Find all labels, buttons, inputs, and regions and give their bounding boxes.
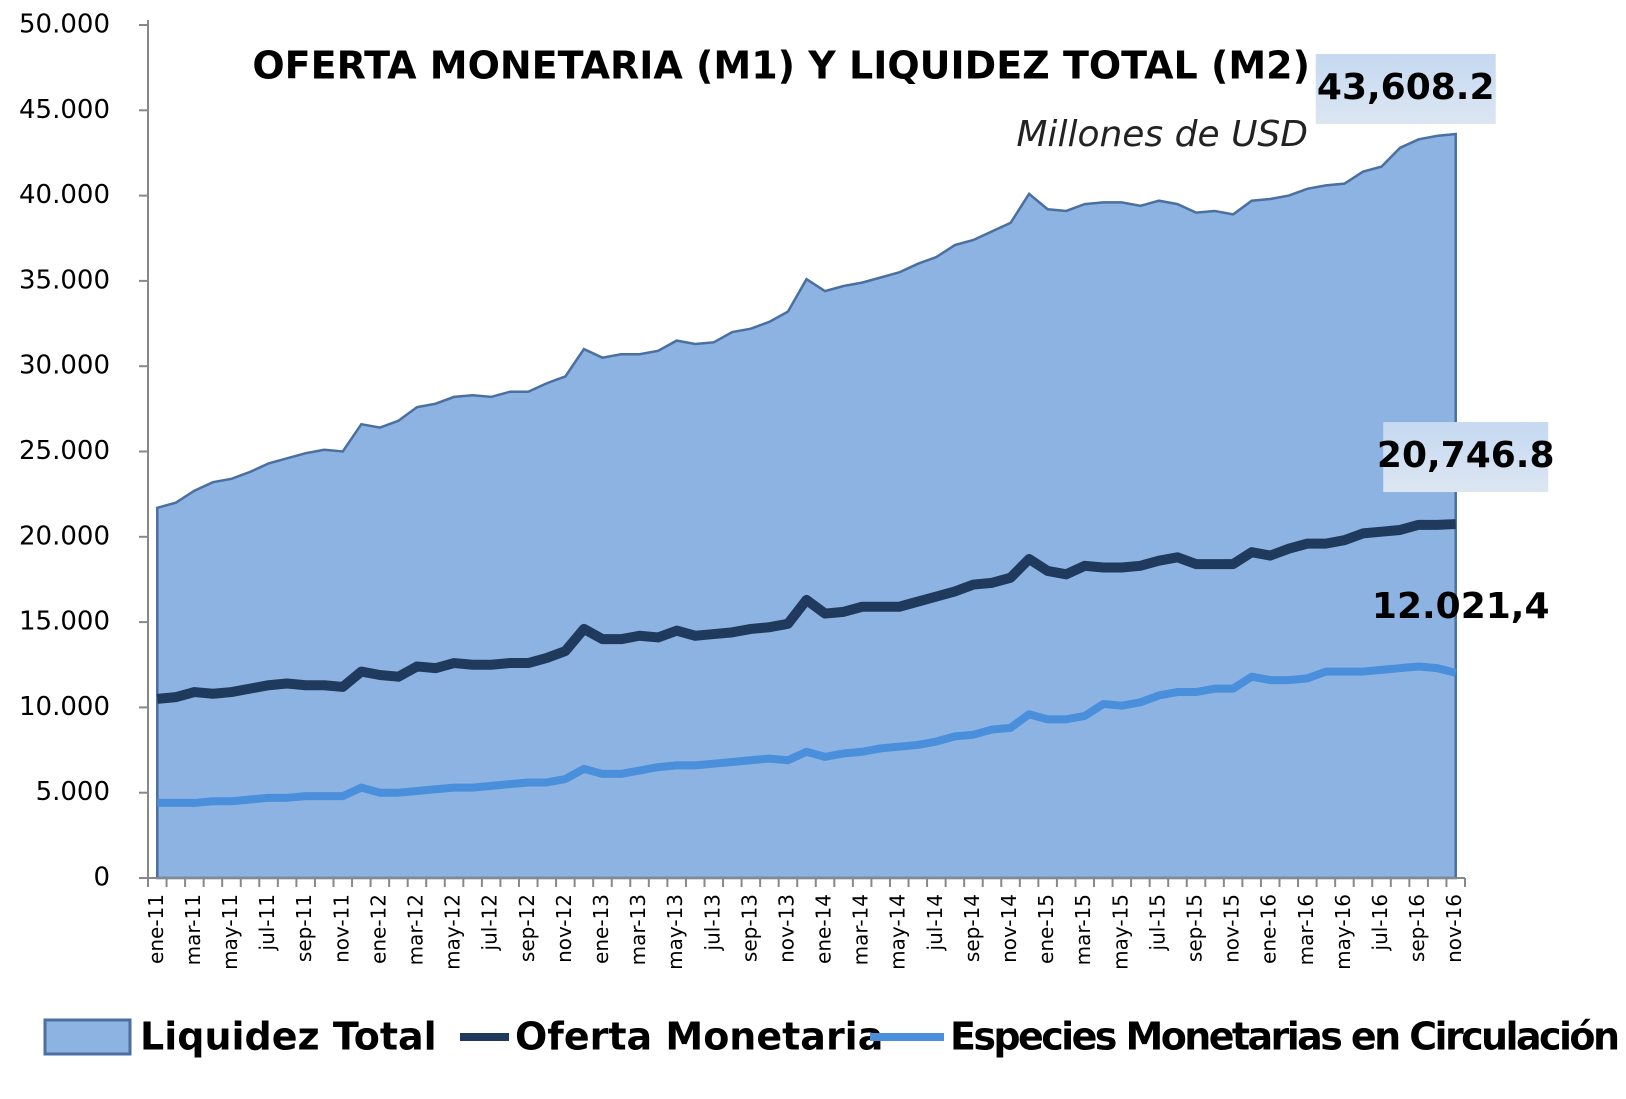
x-tick-label: nov-15 [1220, 894, 1244, 963]
x-tick-label: sep-12 [515, 894, 539, 962]
x-tick-label: nov-13 [774, 894, 798, 963]
x-tick-label: may-12 [441, 894, 465, 970]
x-tick-label: mar-16 [1294, 894, 1318, 965]
data-label-box [1315, 54, 1496, 125]
plot-area: 43,608.2 20,746.8 12.021,4 0 5.000 10.000 15.0… [19, 10, 1620, 1059]
data-label: 43,608.2 [1317, 67, 1495, 108]
y-tick-label: 10.000 [19, 692, 110, 722]
x-tick-label: nov-16 [1442, 894, 1466, 963]
x-tick-label: ene-14 [812, 894, 836, 964]
x-tick-label: ene-15 [1034, 894, 1058, 964]
y-tick-label: 20.000 [19, 521, 110, 551]
x-tick-label: sep-11 [292, 894, 316, 962]
y-tick-label: 50.000 [19, 10, 110, 40]
legend-label: Oferta Monetaria [515, 1015, 883, 1059]
x-tick-label: jul-14 [923, 894, 947, 951]
x-tick-label: nov-12 [552, 894, 576, 963]
x-tick-label: ene-12 [366, 894, 390, 964]
x-tick-label: mar-13 [626, 894, 650, 965]
x-tick-label: may-14 [886, 894, 910, 970]
x-tick-label: jul-15 [1145, 894, 1169, 951]
line [157, 662, 1457, 807]
y-tick-label: 30.000 [19, 351, 110, 381]
x-tick-label: ene-16 [1257, 894, 1281, 964]
x-tick-label: ene-11 [144, 894, 168, 964]
x-tick-label: may-11 [218, 894, 242, 970]
x-tick-label: sep-14 [960, 894, 984, 962]
y-tick-label: 0 [93, 863, 110, 893]
legend-label: Especies Monetarias en Circulación [950, 1015, 1620, 1059]
legend-label: Liquidez Total [140, 1015, 437, 1059]
y-tick-label: 5.000 [36, 777, 110, 807]
x-tick-label: sep-13 [737, 894, 761, 962]
x-tick-label: mar-12 [403, 894, 427, 965]
x-tick-label: ene-13 [589, 894, 613, 964]
x-tick-label: sep-16 [1405, 894, 1429, 962]
y-tick-label: 35.000 [19, 265, 110, 295]
x-tick-label: sep-15 [1183, 894, 1207, 962]
data-label-box [1383, 422, 1549, 493]
x-tick-label: mar-14 [849, 894, 873, 965]
y-tick-label: 15.000 [19, 607, 110, 637]
x-tick-label: nov-11 [329, 894, 353, 963]
x-tick-label: nov-14 [997, 894, 1021, 963]
x-tick-label: jul-13 [700, 894, 724, 951]
x-tick-label: mar-15 [1071, 894, 1095, 965]
y-tick-label: 40.000 [19, 180, 110, 210]
legend-swatch [43, 1018, 132, 1056]
chart-title: OFERTA MONETARIA (M1) Y LIQUIDEZ TOTAL (… [252, 44, 1310, 88]
y-tick-label: 25.000 [19, 436, 110, 466]
x-tick-label: jul-11 [255, 894, 279, 951]
x-tick-label: may-15 [1108, 894, 1132, 970]
x-tick-label: may-13 [663, 894, 687, 970]
data-label: 12.021,4 [1372, 586, 1550, 627]
x-tick-label: may-16 [1331, 894, 1355, 970]
x-tick-label: jul-12 [478, 894, 502, 951]
x-tick-label: mar-11 [181, 894, 205, 965]
line [156, 519, 1456, 704]
area [156, 132, 1457, 880]
data-label: 20,746.8 [1377, 435, 1555, 476]
chart-subtitle: Millones de USD [1016, 114, 1308, 155]
y-tick-label: 45.000 [19, 95, 110, 125]
x-tick-label: jul-16 [1368, 894, 1392, 951]
